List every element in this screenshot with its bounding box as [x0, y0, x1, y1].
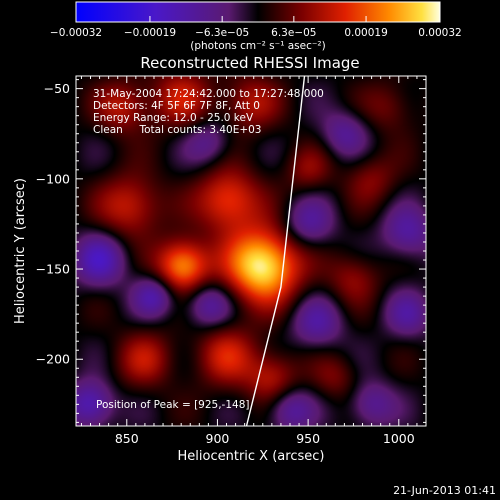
annotation-energy-range: Energy Range: 12.0 - 25.0 keV [93, 112, 254, 124]
axis-ticks: 850 900 950 1000 −50 −100 −150 −200 [36, 76, 427, 446]
chart-title: Reconstructed RHESSI Image [140, 54, 359, 72]
peak-position-label: Position of Peak = [925,-148] [96, 399, 250, 411]
heatmap-image-frame [76, 76, 426, 426]
colorbar-tick-label: 6.3e−05 [271, 27, 316, 39]
colorbar-gradient [75, 1, 441, 23]
x-tick-label: 900 [206, 431, 230, 446]
colorbar-tick-label: −6.3e−05 [195, 27, 249, 39]
y-tick-label: −50 [44, 81, 70, 96]
solar-limb-line [245, 76, 306, 426]
colorbar-ticks: −0.00032 −0.00019 −6.3e−05 6.3e−05 0.00019 0.… [50, 16, 462, 39]
x-tick-label: 950 [296, 431, 320, 446]
annotation-detectors: Detectors: 4F 5F 6F 7F 8F, Att 0 [93, 100, 260, 112]
x-tick-label: 850 [115, 431, 139, 446]
y-tick-label: −100 [36, 171, 70, 186]
annotation-clean-counts: Clean Total counts: 3.40E+03 [93, 124, 262, 136]
colorbar: −0.00032 −0.00019 −6.3e−05 6.3e−05 0.00019 0.… [50, 1, 462, 52]
annotation-time-range: 31-May-2004 17:24:42.000 to 17:27:48.000 [93, 88, 324, 100]
annotation-block: 31-May-2004 17:24:42.000 to 17:27:48.000… [93, 88, 324, 136]
y-tick-label: −200 [36, 352, 70, 367]
y-tick-label: −150 [36, 262, 70, 277]
x-axis-label: Heliocentric X (arcsec) [178, 449, 325, 464]
colorbar-tick-label: 0.00032 [418, 27, 461, 39]
y-axis-label: Heliocentric Y (arcsec) [13, 178, 28, 324]
colorbar-unit-label: (photons cm⁻² s⁻¹ asec⁻²) [190, 40, 325, 52]
x-tick-label: 1000 [383, 431, 415, 446]
colorbar-tick-label: −0.00032 [50, 27, 102, 39]
heatmap-image [76, 76, 426, 426]
plot-area: 850 900 950 1000 −50 −100 −150 −200 [36, 75, 427, 446]
colorbar-tick-label: 0.00019 [344, 27, 387, 39]
footer-timestamp: 21-Jun-2013 01:41 [393, 484, 496, 497]
colorbar-tick-label: −0.00019 [124, 27, 176, 39]
